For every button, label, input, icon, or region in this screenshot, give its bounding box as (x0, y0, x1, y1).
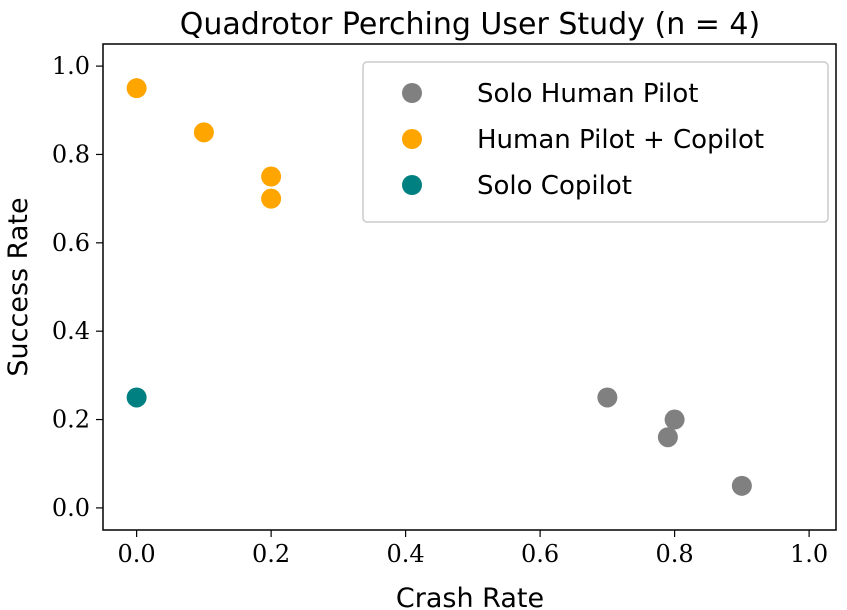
data-point (731, 475, 752, 496)
y-tick-label: 0.0 (52, 494, 90, 522)
legend-label: Solo Copilot (477, 171, 632, 201)
legend-marker (402, 83, 422, 103)
x-tick-label: 1.0 (790, 540, 828, 568)
y-tick-label: 0.8 (52, 140, 90, 168)
data-point (193, 122, 214, 143)
y-tick-label: 1.0 (52, 52, 90, 80)
x-axis-label: Crash Rate (396, 583, 544, 610)
x-tick-label: 0.6 (521, 540, 559, 568)
data-point (664, 409, 685, 430)
data-point (261, 166, 282, 187)
plot-area (102, 43, 837, 531)
x-tick-label: 0.8 (656, 540, 694, 568)
x-tick-label: 0.4 (387, 540, 425, 568)
legend-label: Solo Human Pilot (477, 79, 699, 109)
data-point (261, 188, 282, 209)
legend-marker (402, 129, 422, 149)
x-tick-label: 0.2 (252, 540, 290, 568)
x-tick-label: 0.0 (118, 540, 156, 568)
legend-marker (402, 175, 422, 195)
y-tick-label: 0.6 (52, 229, 90, 257)
y-axis-label: Success Rate (3, 197, 34, 376)
data-point (126, 78, 147, 99)
y-tick-label: 0.4 (52, 317, 90, 345)
chart-title: Quadrotor Perching User Study (n = 4) (180, 7, 760, 42)
data-point (597, 387, 618, 408)
legend-label: Human Pilot + Copilot (477, 125, 764, 155)
data-point (657, 427, 678, 448)
data-point (126, 387, 147, 408)
y-tick-label: 0.2 (52, 406, 90, 434)
legend-box (362, 61, 829, 223)
legend: Solo Human Pilot Human Pilot + Copilot Sol… (362, 61, 829, 223)
